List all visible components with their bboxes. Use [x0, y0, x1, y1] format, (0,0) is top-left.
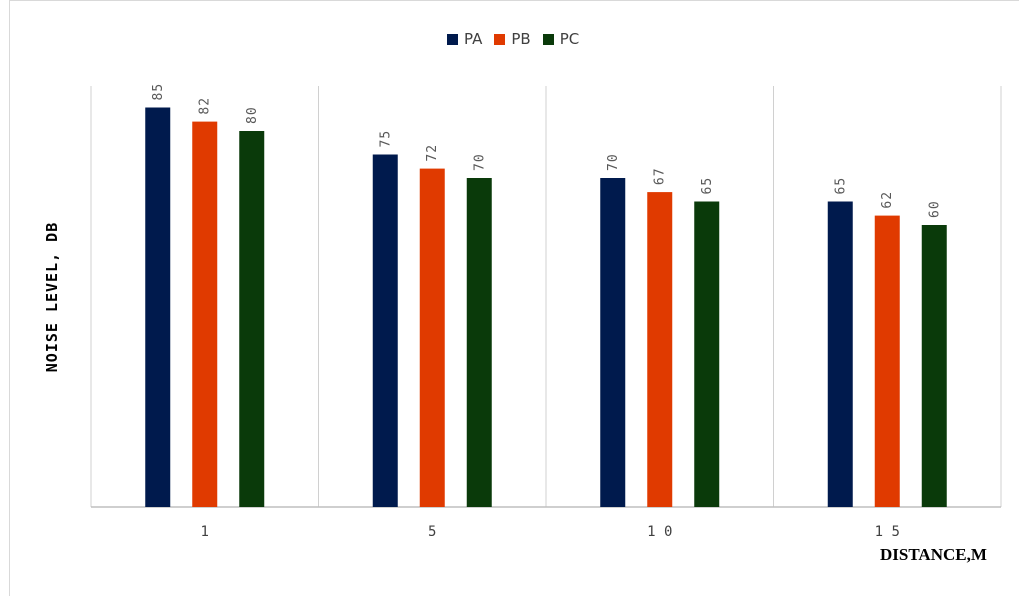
legend-swatch-pa	[447, 33, 458, 45]
x-axis-title: DISTANCE,M	[880, 545, 987, 564]
data-label-pc-3: 60	[927, 200, 942, 218]
bar-pc-1	[466, 178, 492, 507]
data-label-pa-0: 85	[151, 83, 166, 101]
data-label-pb-3: 62	[880, 191, 895, 209]
bar-pb-3	[874, 215, 900, 507]
data-label-pc-0: 80	[245, 106, 260, 124]
bar-pc-3	[921, 225, 947, 507]
data-label-pa-2: 70	[606, 153, 621, 171]
data-label-pc-1: 70	[472, 153, 487, 171]
x-tick-label-1: 5	[428, 524, 436, 540]
legend-label-pc: PC	[559, 30, 580, 48]
legend-item-pc: PC	[542, 30, 580, 48]
bar-pa-0	[145, 107, 171, 507]
chart-legend: PA PB PC	[447, 30, 579, 48]
data-label-pc-2: 65	[700, 177, 715, 195]
legend-label-pa: PA	[464, 30, 483, 48]
data-label-pb-0: 82	[198, 97, 213, 115]
bar-pa-2	[600, 178, 626, 507]
bar-pa-3	[827, 201, 853, 507]
data-label-pa-3: 65	[833, 177, 848, 195]
bar-pa-1	[372, 154, 398, 507]
legend-swatch-pc	[542, 33, 554, 45]
x-tick-label-2: 1 0	[647, 524, 672, 540]
x-tick-label-3: 1 5	[875, 524, 900, 540]
legend-label-pb: PB	[511, 30, 531, 48]
y-axis-title: NOISE LEVEL, DB	[43, 221, 61, 373]
bar-pb-1	[419, 168, 445, 507]
legend-item-pb: PB	[494, 30, 531, 48]
bar-pc-0	[239, 131, 265, 507]
bar-pb-0	[192, 121, 218, 507]
legend-swatch-pb	[494, 33, 506, 45]
data-label-pb-2: 67	[653, 167, 668, 185]
data-label-pa-1: 75	[378, 130, 393, 148]
chart-frame	[9, 0, 1019, 596]
bar-pb-2	[647, 192, 673, 507]
legend-item-pa: PA	[447, 30, 482, 48]
data-label-pb-1: 72	[425, 144, 440, 162]
x-tick-label-0: 1	[201, 524, 209, 540]
bar-pc-2	[694, 201, 720, 507]
